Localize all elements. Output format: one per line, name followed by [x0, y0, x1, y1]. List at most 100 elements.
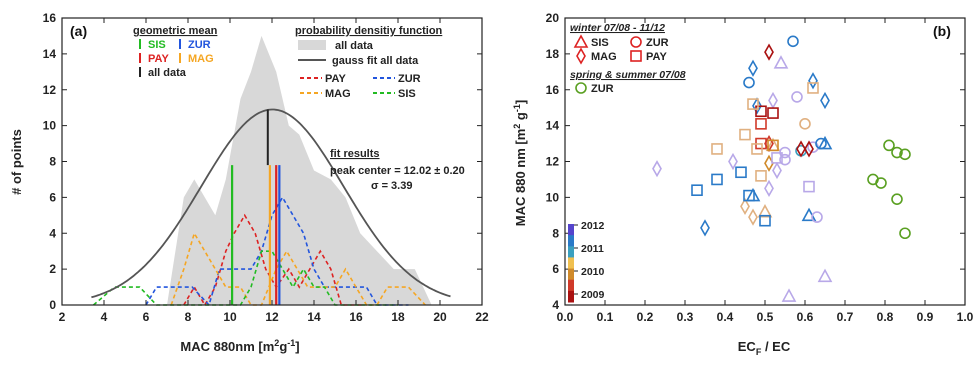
legend-summer-title: spring & summer 07/08	[570, 69, 686, 81]
x-tick-label-b: 0.1	[597, 310, 614, 324]
legend-winter-label: SIS	[591, 37, 609, 49]
x-tick-label-b: 0.3	[677, 310, 694, 324]
point-pay	[740, 130, 750, 140]
y-tick-label-b: 6	[552, 262, 559, 276]
y-tick-label-a: 8	[49, 155, 56, 169]
colorbar-segment	[568, 291, 574, 303]
y-tick-label-b: 4	[552, 298, 559, 312]
point-mag	[701, 221, 709, 235]
colorbar-label: 2009	[581, 289, 605, 301]
panel-b: 0.0 0.1 0.2 0.3 0.4 0.5 0.6 0.7 0.8 0.9 1.0 4 6 8 10 12…	[512, 11, 974, 357]
legend-summer-label: ZUR	[591, 83, 614, 95]
colorbar-label: 2010	[581, 266, 605, 278]
x-tick-label-a: 14	[307, 310, 321, 324]
point-zur	[744, 78, 754, 88]
y-tick-label-b: 14	[546, 119, 560, 133]
x-tick-label-a: 12	[265, 310, 279, 324]
y-axis-label-b: MAC 880 nm [m2 g-1]	[512, 100, 528, 226]
legend-pdf-label: PAY	[325, 73, 346, 85]
x-tick-label-a: 16	[349, 310, 363, 324]
colorbar-label: 2012	[581, 220, 605, 232]
point-sis	[819, 270, 831, 281]
x-axis-label-a: MAC 880nm [m2g-1]	[180, 338, 299, 354]
colorbar-segment	[568, 257, 574, 269]
colorbar-label: 2011	[581, 243, 604, 255]
x-tick-label-b: 0.0	[557, 310, 574, 324]
point-sis	[783, 290, 795, 301]
panel-label-b: (b)	[933, 23, 951, 39]
legend-gm-title: geometric mean	[133, 25, 218, 37]
legend-winter: SIS ZUR MAG PAY	[575, 36, 669, 63]
plot-frame-b	[565, 18, 965, 305]
y-tick-label-a: 10	[43, 119, 57, 133]
colorbar-segment	[568, 224, 574, 236]
point-mag	[749, 61, 757, 75]
legend-gm-label: MAG	[188, 53, 214, 65]
legend-gm-label: SIS	[148, 39, 166, 51]
y-tick-label-a: 14	[43, 47, 57, 61]
point-mag	[729, 155, 737, 169]
legend-gm-label: PAY	[148, 53, 169, 65]
x-tick-label-b: 1.0	[957, 310, 974, 324]
legend-summer: ZUR	[576, 83, 614, 95]
point-pay	[736, 167, 746, 177]
y-tick-label-b: 12	[546, 155, 560, 169]
x-tick-label-b: 0.2	[637, 310, 654, 324]
x-tick-label-a: 4	[101, 310, 108, 324]
colorbar: 2012 2011 2010 2009	[568, 220, 605, 303]
x-tick-label-b: 0.5	[757, 310, 774, 324]
point-zur	[792, 92, 802, 102]
point-mag	[765, 181, 773, 195]
legend-winter-label: ZUR	[646, 37, 669, 49]
point-sis	[775, 57, 787, 68]
legend-winter-marker	[631, 37, 641, 47]
point-mag	[741, 199, 749, 213]
legend-winter-marker	[575, 36, 587, 47]
point-pay	[768, 108, 778, 118]
fit-peak-center: peak center = 12.02 ± 0.20	[330, 165, 465, 177]
legend-winter-label: MAG	[591, 51, 617, 63]
legend-pdf-label: MAG	[325, 88, 351, 100]
colorbar-segment	[568, 246, 574, 258]
x-tick-label-a: 2	[59, 310, 66, 324]
x-tick-label-b: 0.6	[797, 310, 814, 324]
x-tick-label-b: 0.4	[717, 310, 734, 324]
y-tick-label-b: 8	[552, 226, 559, 240]
y-tick-label-b: 16	[546, 83, 560, 97]
legend-pdf-label: all data	[335, 40, 374, 52]
point-mag	[769, 94, 777, 108]
colorbar-segment	[568, 269, 574, 281]
y-tick-label-a: 2	[49, 262, 56, 276]
point-mag	[809, 74, 817, 88]
point-pay	[756, 171, 766, 181]
point-mag	[821, 94, 829, 108]
point-pay	[712, 144, 722, 154]
point-pay	[692, 185, 702, 195]
point-zur	[800, 119, 810, 129]
legend-pdf-area-swatch	[298, 40, 326, 50]
point-pay	[756, 119, 766, 129]
x-tick-label-a: 18	[391, 310, 405, 324]
point-mag	[797, 142, 805, 156]
legend-winter-title: winter 07/08 - 11/12	[570, 22, 665, 34]
point-mag	[749, 210, 757, 224]
legend-summer-marker	[576, 83, 586, 93]
y-tick-label-b: 20	[546, 11, 560, 25]
point-mag	[653, 162, 661, 176]
x-tick-label-a: 10	[223, 310, 237, 324]
x-tick-label-b: 0.7	[837, 310, 854, 324]
y-tick-label-a: 6	[49, 190, 56, 204]
y-tick-label-a: 12	[43, 83, 57, 97]
scatter-points-layer	[653, 36, 910, 301]
y-tick-label-a: 0	[49, 298, 56, 312]
x-tick-label-a: 20	[433, 310, 447, 324]
x-tick-label-a: 8	[185, 310, 192, 324]
legend-pdf: all datagauss fit all dataPAY ZURMAG SIS	[298, 40, 421, 100]
legend-pdf-label: gauss fit all data	[332, 55, 419, 67]
y-tick-label-b: 18	[546, 47, 560, 61]
legend-pdf-label: ZUR	[398, 73, 421, 85]
x-tick-label-b: 0.8	[877, 310, 894, 324]
point-zur-summer	[884, 140, 894, 150]
point-zur	[788, 36, 798, 46]
